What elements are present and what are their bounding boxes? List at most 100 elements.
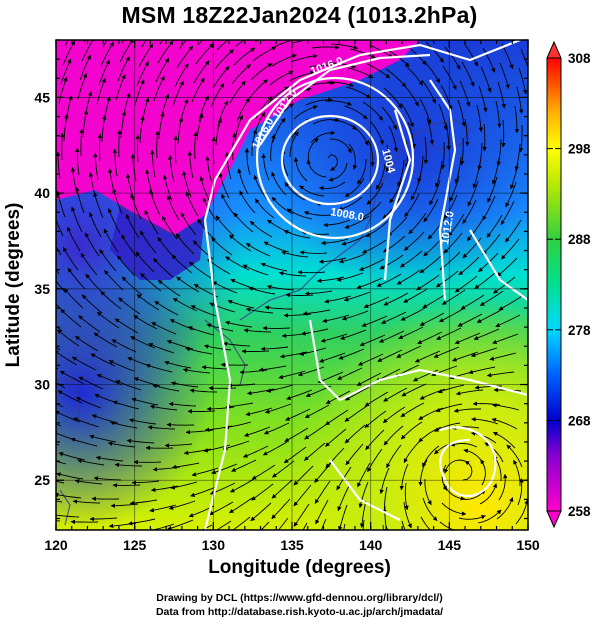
streamline: [383, 387, 408, 402]
streamline: [164, 443, 193, 448]
streamline: [190, 305, 217, 317]
streamline: [416, 274, 440, 291]
streamline: [67, 226, 81, 252]
streamline: [72, 499, 101, 504]
streamline: [79, 128, 84, 157]
streamline: [56, 460, 67, 465]
streamline: [281, 250, 309, 258]
streamline: [222, 341, 251, 347]
streamline: [74, 478, 103, 485]
streamline: [514, 105, 520, 134]
streamline: [343, 291, 371, 302]
streamline: [89, 516, 118, 522]
streamline: [419, 98, 432, 125]
streamline: [443, 483, 466, 501]
streamline: [303, 211, 332, 216]
streamline: [518, 124, 524, 153]
streamline: [118, 297, 141, 315]
streamline: [337, 485, 350, 512]
streamline: [491, 157, 500, 185]
y-tick-label: 25: [34, 472, 50, 488]
streamline: [476, 309, 502, 323]
streamline: [258, 365, 287, 372]
streamline: [343, 523, 346, 530]
streamline: [435, 270, 459, 288]
streamline: [243, 328, 272, 333]
streamline: [214, 49, 234, 70]
streamline: [320, 238, 349, 246]
streamline: [89, 212, 102, 238]
streamline: [99, 249, 117, 272]
streamline: [455, 389, 484, 396]
streamline: [341, 310, 369, 321]
streamline: [84, 232, 100, 257]
streamline: [63, 288, 84, 309]
streamline: [199, 176, 211, 203]
streamline: [357, 462, 371, 488]
streamline: [320, 333, 348, 343]
streamline: [305, 97, 333, 106]
streamline: [197, 40, 204, 46]
streamline: [224, 421, 252, 430]
streamline: [403, 440, 421, 464]
streamline: [211, 463, 238, 475]
streamline: [505, 219, 522, 243]
streamline: [253, 174, 268, 200]
streamline: [468, 366, 496, 375]
streamline: [244, 147, 251, 176]
streamline: [80, 252, 98, 276]
streamline: [302, 309, 331, 316]
streamline: [83, 40, 86, 43]
streamline: [396, 345, 422, 358]
streamline: [397, 159, 405, 187]
streamline: [215, 520, 232, 530]
streamline: [457, 99, 466, 127]
streamline: [203, 344, 232, 351]
streamline: [221, 193, 237, 218]
streamline: [93, 152, 99, 181]
streamline: [442, 65, 457, 91]
streamline: [250, 63, 273, 81]
streamline: [493, 276, 516, 294]
streamline: [70, 519, 99, 525]
streamline: [338, 504, 348, 530]
streamline: [235, 40, 245, 47]
streamline: [290, 53, 318, 63]
streamline: [111, 339, 137, 353]
streamline: [245, 307, 274, 314]
streamline: [212, 281, 238, 294]
streamline: [162, 215, 178, 240]
streamline: [278, 271, 307, 277]
streamline: [136, 294, 160, 311]
streamline: [212, 66, 230, 89]
streamline: [499, 62, 510, 89]
lat-lon-grid: [56, 40, 528, 530]
streamline: [476, 104, 484, 133]
streamline: [260, 521, 270, 530]
streamline: [400, 307, 426, 321]
streamline: [304, 442, 326, 461]
streamline: [95, 455, 124, 462]
streamline: [168, 401, 197, 407]
streamline: [487, 176, 498, 203]
streamline: [348, 143, 358, 170]
streamline: [119, 40, 134, 63]
streamline: [454, 156, 462, 184]
streamline: [299, 250, 328, 255]
streamline: [60, 308, 82, 328]
streamline: [293, 503, 310, 527]
streamline: [144, 209, 159, 235]
x-tick-label: 125: [123, 537, 147, 553]
streamline: [175, 233, 195, 255]
streamline: [138, 43, 154, 68]
streamline: [150, 149, 156, 178]
streamline: [484, 442, 504, 463]
streamline: [157, 40, 174, 64]
streamline: [288, 71, 315, 82]
streamline: [381, 106, 397, 131]
streamline: [449, 175, 460, 202]
streamline: [344, 405, 368, 422]
streamline: [408, 212, 427, 235]
colorbar-label: 308: [568, 51, 591, 66]
streamline: [349, 48, 376, 59]
